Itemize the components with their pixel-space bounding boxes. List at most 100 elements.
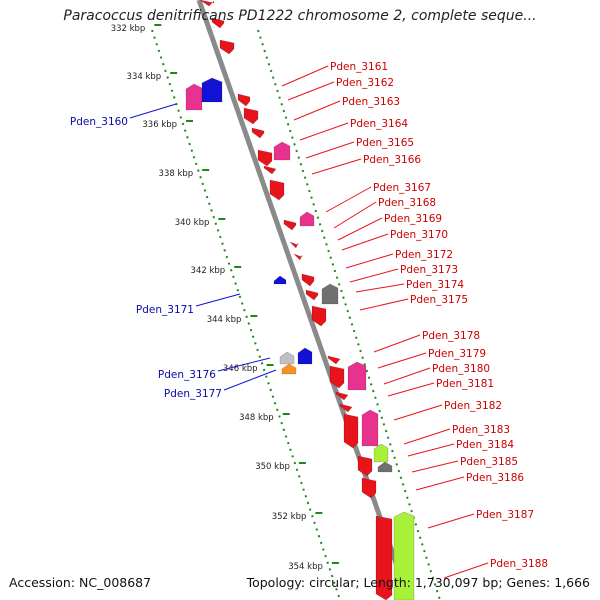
ruler-tick-label: 354 kbp [288,562,323,572]
gene-glyph [269,179,285,201]
gene-label-pden_3184: Pden_3184 [456,439,514,451]
gene-glyph [343,413,359,449]
gene-connector [345,253,394,269]
gene-glyph [219,39,235,55]
gene-glyph [335,391,349,401]
gene-glyph [329,365,345,389]
label-layer: Pden_3160 Pden_3171 Pden_3176 Pden_3177 Pden… [70,61,548,579]
gene-glyph [357,455,373,477]
gene-connector [407,443,455,457]
gene-glyph [393,511,415,600]
gene-connector [393,404,443,421]
gene-glyph [263,165,277,175]
gene-label-pden_3168: Pden_3168 [378,197,436,209]
gene-connector [359,298,409,311]
ruler-tick-label: 350 kbp [255,462,290,472]
gene-glyph [299,211,315,227]
ruler-tick-label: 344 kbp [207,315,242,325]
gene-glyph [347,361,367,391]
gene-label-pden_3180: Pden_3180 [432,363,490,375]
gene-glyph [361,409,379,447]
gene-glyph [375,515,393,600]
gene-connector [333,201,377,229]
topology-label: Topology: [246,575,306,590]
backbone-line [196,0,412,600]
gene-connector [299,122,349,141]
gene-glyph [273,275,287,285]
gene-connector [355,283,405,293]
gene-connector [223,369,277,391]
ruler-tick-label: 332 kbp [111,24,146,34]
gene-connector [341,233,389,251]
gene-glyph [273,141,291,161]
gene-connector [427,513,475,529]
gene-connector [281,65,329,87]
gene-connector [287,81,335,101]
gene-glyph [211,17,225,29]
gene-label-pden_3178: Pden_3178 [422,330,480,342]
gene-label-pden_3179: Pden_3179 [428,348,486,360]
ruler-layer: 332 kbp 334 kbp 336 kbp 338 kbp 340 kbp 342 k… [111,24,339,572]
gene-label-pden_3188: Pden_3188 [490,558,548,570]
gene-connector [337,217,383,241]
gene-glyph [237,93,251,107]
sequence-info: Topology: circular; Length: 1,730,097 bp… [246,575,590,590]
gene-label-pden_3163: Pden_3163 [342,96,400,108]
gene-connector [305,141,355,159]
ruler-tick-label: 334 kbp [127,72,162,82]
gene-label-pden_3175: Pden_3175 [410,294,468,306]
gene-connector [411,460,459,473]
genes-value: 1,666 [554,575,590,590]
gene-connector [195,293,241,307]
gene-label-pden_3174: Pden_3174 [406,279,464,291]
gene-label-pden_3177: Pden_3177 [164,388,222,400]
gene-connector [293,100,341,121]
ruler-tick-label: 336 kbp [142,120,177,130]
genes-label: Genes: [506,575,551,590]
gene-label-pden_3187: Pden_3187 [476,509,534,521]
gene-glyph [283,219,297,231]
gene-label-pden_3182: Pden_3182 [444,400,502,412]
gene-connector [403,428,451,445]
gene-glyph [305,289,319,301]
gene-glyph [281,363,297,375]
gene-label-pden_3161: Pden_3161 [330,61,388,73]
gene-glyph [321,283,339,305]
gene-glyph [377,461,393,473]
ruler-tick-label: 340 kbp [175,218,210,228]
gene-glyph [339,403,353,413]
gene-label-pden_3176: Pden_3176 [158,369,216,381]
gene-glyph [289,241,299,249]
gene-connector [387,382,435,397]
gene-label-pden_3181: Pden_3181 [436,378,494,390]
accession-info: Accession: NC_008687 [9,575,151,590]
gene-label-pden_3166: Pden_3166 [363,154,421,166]
gene-label-pden_3162: Pden_3162 [336,77,394,89]
ruler-tick-label: 352 kbp [272,512,307,522]
gene-label-pden_3171: Pden_3171 [136,304,194,316]
gene-connector [311,158,362,175]
gene-glyph [293,253,303,261]
gene-label-pden_3164: Pden_3164 [350,118,408,130]
gene-glyph [297,347,313,365]
gene-label-pden_3183: Pden_3183 [452,424,510,436]
length-value: 1,730,097 bp [414,575,499,590]
gene-connector [377,352,427,369]
gene-connector [383,367,431,385]
gene-glyph [327,355,341,365]
length-label: Length: [363,575,411,590]
gene-glyph [311,305,327,327]
gene-label-pden_3165: Pden_3165 [356,137,414,149]
gene-label-pden_3169: Pden_3169 [384,213,442,225]
ruler-tick-label: 348 kbp [239,413,274,423]
gene-glyph [373,443,389,463]
map-title: Paracoccus denitrificans PD1222 chromoso… [63,8,537,24]
ruler-tick-label: 338 kbp [159,169,194,179]
gene-glyph [361,477,377,499]
gene-label-pden_3186: Pden_3186 [466,472,524,484]
accession-label: Accession: [9,575,76,590]
gene-connector [349,268,399,283]
gene-glyph [243,107,259,125]
